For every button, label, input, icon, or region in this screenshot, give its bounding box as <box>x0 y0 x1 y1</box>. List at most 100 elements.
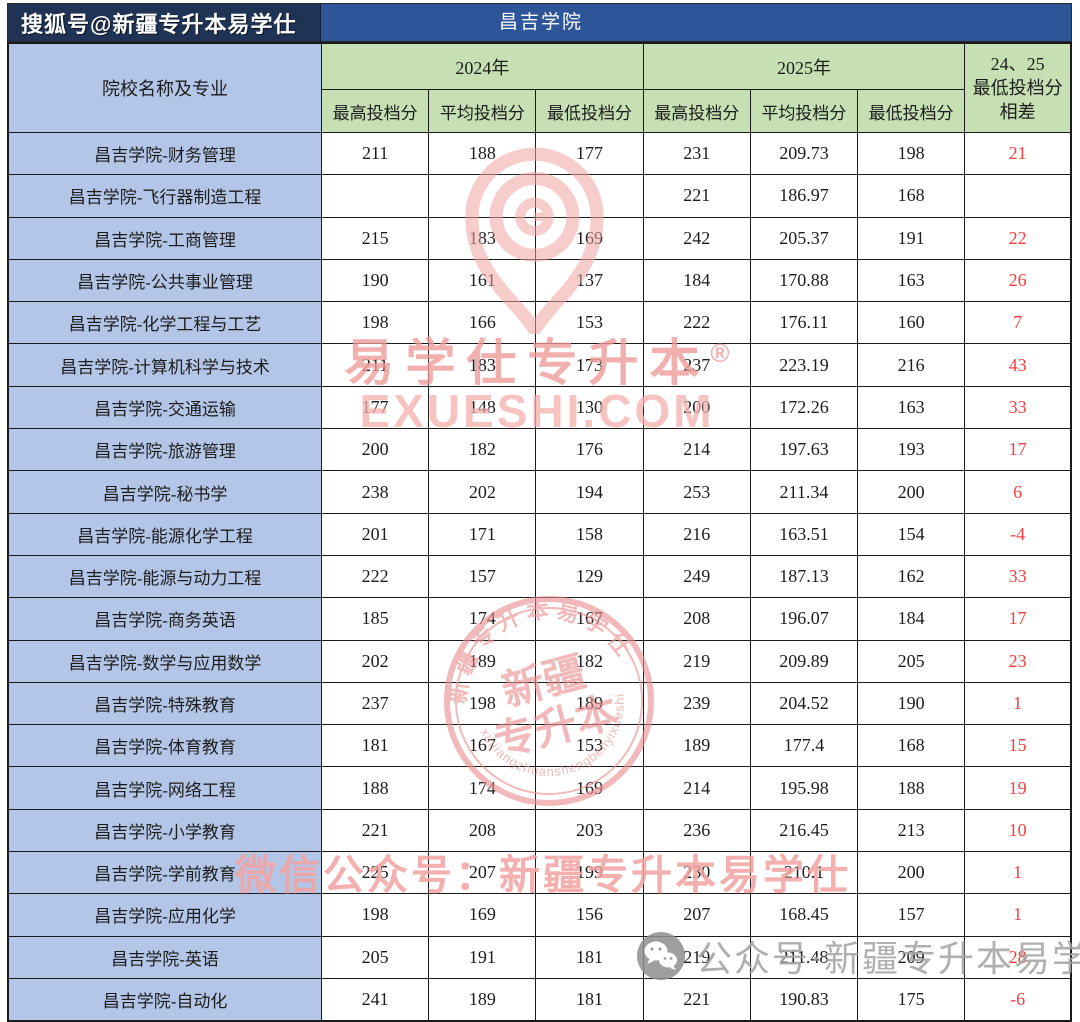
table-row: 昌吉学院-交通运输 177 148 130 200 172.26 163 33 <box>7 385 1072 430</box>
score-2024-max-cell: 177 <box>321 385 430 430</box>
diff-cell: 43 <box>964 343 1072 387</box>
score-2025-avg-cell: 209.89 <box>749 639 859 683</box>
diff-cell: 21 <box>964 131 1072 176</box>
score-2025-max-cell: 239 <box>642 681 751 726</box>
score-2024-max-cell <box>321 174 430 218</box>
score-2025-min-cell: 168 <box>857 174 966 218</box>
table-row: 昌吉学院-应用化学 198 169 156 207 168.45 157 1 <box>7 893 1072 937</box>
score-2024-min-cell: 181 <box>535 977 644 1022</box>
score-2025-max-cell: 253 <box>642 470 751 514</box>
score-2025-max-cell: 237 <box>642 343 751 387</box>
score-2024-max-cell: 241 <box>321 977 430 1022</box>
score-2024-avg-cell: 182 <box>428 428 537 472</box>
score-2024-max-cell: 198 <box>321 301 430 345</box>
score-2024-avg-cell: 188 <box>428 131 537 176</box>
score-2024-min-cell: 177 <box>535 131 644 176</box>
score-2024-min-cell: 153 <box>535 724 644 768</box>
score-table: 院校名称及专业 2024年 2025年 24、25 最低投档分 相差 最高投档分… <box>7 42 1072 1022</box>
program-name-cell: 昌吉学院-化学工程与工艺 <box>7 301 323 345</box>
program-name-cell: 昌吉学院-工商管理 <box>7 216 323 260</box>
score-2024-avg-cell: 202 <box>428 470 537 514</box>
program-name-cell: 昌吉学院-数学与应用数学 <box>7 639 323 683</box>
score-2025-max-cell: 207 <box>642 893 751 937</box>
score-2025-avg-cell: 211.48 <box>749 935 859 979</box>
table-row: 昌吉学院-能源化学工程 201 171 158 216 163.51 154 -… <box>7 512 1072 556</box>
score-2024-avg-cell: 169 <box>428 893 537 937</box>
sohu-source-label: 搜狐号@新疆专升本易学仕 <box>21 11 297 37</box>
table-row: 昌吉学院-飞行器制造工程 221 186.97 168 <box>7 174 1072 218</box>
diff-cell: -4 <box>964 512 1072 556</box>
score-2025-avg-cell: 187.13 <box>749 554 859 599</box>
score-2025-min-cell: 188 <box>857 766 966 810</box>
program-name-cell: 昌吉学院-商务英语 <box>7 597 323 641</box>
score-2024-min-cell: 176 <box>535 428 644 472</box>
score-2024-avg-cell: 167 <box>428 724 537 768</box>
score-2024-avg-cell <box>428 174 537 218</box>
score-2024-avg-cell: 166 <box>428 301 537 345</box>
score-2025-avg-cell: 163.51 <box>749 512 859 556</box>
score-2025-max-cell: 184 <box>642 258 751 303</box>
score-2024-min-cell: 167 <box>535 597 644 641</box>
table-row: 昌吉学院-化学工程与工艺 198 166 153 222 176.11 160 … <box>7 301 1072 345</box>
score-2024-max-cell: 221 <box>321 808 430 853</box>
program-name-cell: 昌吉学院-能源与动力工程 <box>7 554 323 599</box>
score-2024-min-cell: 153 <box>535 301 644 345</box>
score-2025-max-cell: 200 <box>642 385 751 430</box>
score-2025-max-cell: 216 <box>642 512 751 556</box>
score-2024-max-cell: 211 <box>321 131 430 176</box>
score-2025-min-cell: 160 <box>857 301 966 345</box>
score-2025-max-cell: 219 <box>642 639 751 683</box>
score-2025-max-cell: 214 <box>642 428 751 472</box>
score-2024-min-cell: 169 <box>535 766 644 810</box>
score-2025-min-cell: 175 <box>857 977 966 1022</box>
score-2025-max-cell: 231 <box>642 131 751 176</box>
diff-cell: 19 <box>964 766 1072 810</box>
score-2025-avg-cell: 196.07 <box>749 597 859 641</box>
table-row: 昌吉学院-网络工程 188 174 169 214 195.98 188 19 <box>7 766 1072 810</box>
table-row: 昌吉学院-数学与应用数学 202 189 182 219 209.89 205 … <box>7 639 1072 683</box>
score-2024-max-cell: 190 <box>321 258 430 303</box>
score-2024-avg-cell: 171 <box>428 512 537 556</box>
program-name-cell: 昌吉学院-计算机科学与技术 <box>7 343 323 387</box>
score-2024-avg-cell: 161 <box>428 258 537 303</box>
score-2025-avg-cell: 210.1 <box>749 851 859 895</box>
score-2024-max-cell: 225 <box>321 851 430 895</box>
score-2025-min-cell: 162 <box>857 554 966 599</box>
subheader-2024-max: 最高投档分 <box>321 89 430 133</box>
score-2025-max-cell: 222 <box>642 301 751 345</box>
score-2025-max-cell: 242 <box>642 216 751 260</box>
score-2025-max-cell: 208 <box>642 597 751 641</box>
score-2024-avg-cell: 174 <box>428 597 537 641</box>
score-2024-avg-cell: 207 <box>428 851 537 895</box>
score-2024-avg-cell: 157 <box>428 554 537 599</box>
score-2025-min-cell: 209 <box>857 935 966 979</box>
score-2025-avg-cell: 177.4 <box>749 724 859 768</box>
score-2025-min-cell: 163 <box>857 385 966 430</box>
diff-cell: 10 <box>964 808 1072 853</box>
program-name-cell: 昌吉学院-网络工程 <box>7 766 323 810</box>
score-2024-min-cell: 137 <box>535 258 644 303</box>
diff-cell: 33 <box>964 385 1072 430</box>
program-name-cell: 昌吉学院-自动化 <box>7 977 323 1022</box>
score-2025-min-cell: 191 <box>857 216 966 260</box>
diff-cell: 22 <box>964 216 1072 260</box>
score-2024-min-cell: 199 <box>535 851 644 895</box>
diff-cell <box>964 174 1072 218</box>
table-row: 昌吉学院-旅游管理 200 182 176 214 197.63 193 17 <box>7 428 1072 472</box>
table-row: 昌吉学院-工商管理 215 183 169 242 205.37 191 22 <box>7 216 1072 260</box>
table-row: 昌吉学院-自动化 241 189 181 221 190.83 175 -6 <box>7 977 1072 1022</box>
table-row: 昌吉学院-公共事业管理 190 161 137 184 170.88 163 2… <box>7 258 1072 303</box>
score-2024-max-cell: 237 <box>321 681 430 726</box>
score-2025-avg-cell: 186.97 <box>749 174 859 218</box>
score-2025-min-cell: 154 <box>857 512 966 556</box>
score-2024-min-cell: 173 <box>535 343 644 387</box>
score-2025-min-cell: 184 <box>857 597 966 641</box>
score-2024-avg-cell: 189 <box>428 639 537 683</box>
program-name-cell: 昌吉学院-英语 <box>7 935 323 979</box>
diff-cell: 28 <box>964 935 1072 979</box>
score-2024-max-cell: 238 <box>321 470 430 514</box>
score-2025-min-cell: 157 <box>857 893 966 937</box>
score-2024-max-cell: 181 <box>321 724 430 768</box>
program-name-cell: 昌吉学院-飞行器制造工程 <box>7 174 323 218</box>
subheader-2025-max: 最高投档分 <box>642 89 751 133</box>
